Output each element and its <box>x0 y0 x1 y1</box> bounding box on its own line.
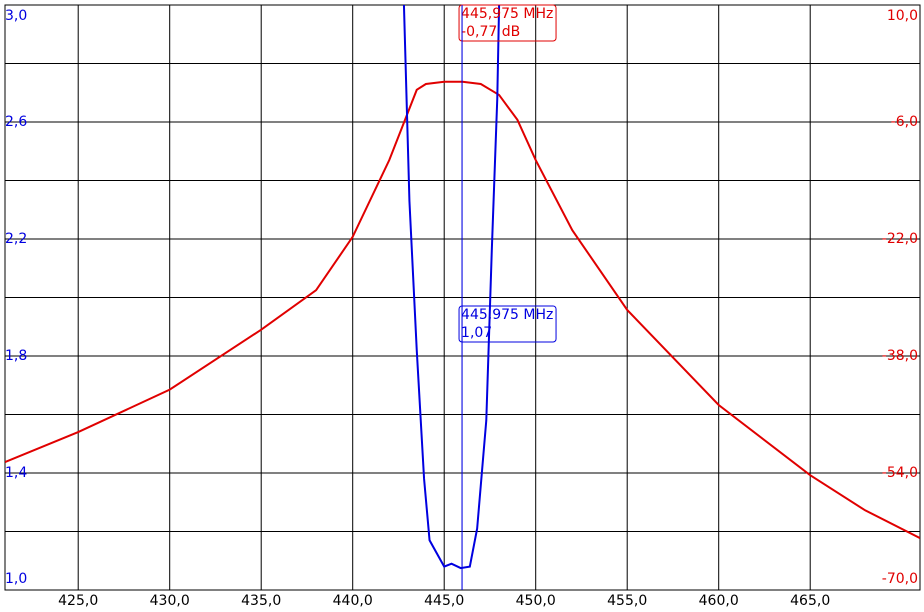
marker-frequency: 445,975 MHz <box>461 6 553 22</box>
y-tick-label: 1,0 <box>5 571 27 587</box>
series-line <box>402 5 501 570</box>
x-tick-label: 440,0 <box>333 593 373 609</box>
y2-tick-label: -22,0 <box>882 231 918 247</box>
y2-tick-label: -70,0 <box>882 571 918 587</box>
y2-tick-label: 10,0 <box>887 8 918 24</box>
y-tick-label: 3,0 <box>5 8 27 24</box>
y2-tick-label: -54,0 <box>882 465 918 481</box>
marker-frequency: 445,975 MHz <box>461 307 553 323</box>
x-tick-label: 455,0 <box>607 593 647 609</box>
x-tick-label: 435,0 <box>241 593 281 609</box>
marker-value: -0,77 dB <box>461 24 520 40</box>
x-tick-label: 460,0 <box>699 593 739 609</box>
x-tick-label: 465,0 <box>790 593 830 609</box>
marker-box <box>458 4 557 42</box>
x-tick-label: 430,0 <box>150 593 190 609</box>
x-tick-label: 425,0 <box>58 593 98 609</box>
y-tick-label: 2,2 <box>5 231 27 247</box>
y-tick-label: 1,4 <box>5 465 27 481</box>
y-tick-label: 2,6 <box>5 114 27 130</box>
y-tick-label: 1,8 <box>5 348 27 364</box>
y2-tick-label: -38,0 <box>882 348 918 364</box>
marker-value: 1,07 <box>461 325 492 341</box>
x-tick-label: 450,0 <box>516 593 556 609</box>
y2-tick-label: -6,0 <box>891 114 918 130</box>
x-tick-label: 445,0 <box>424 593 464 609</box>
marker-box <box>458 305 557 343</box>
